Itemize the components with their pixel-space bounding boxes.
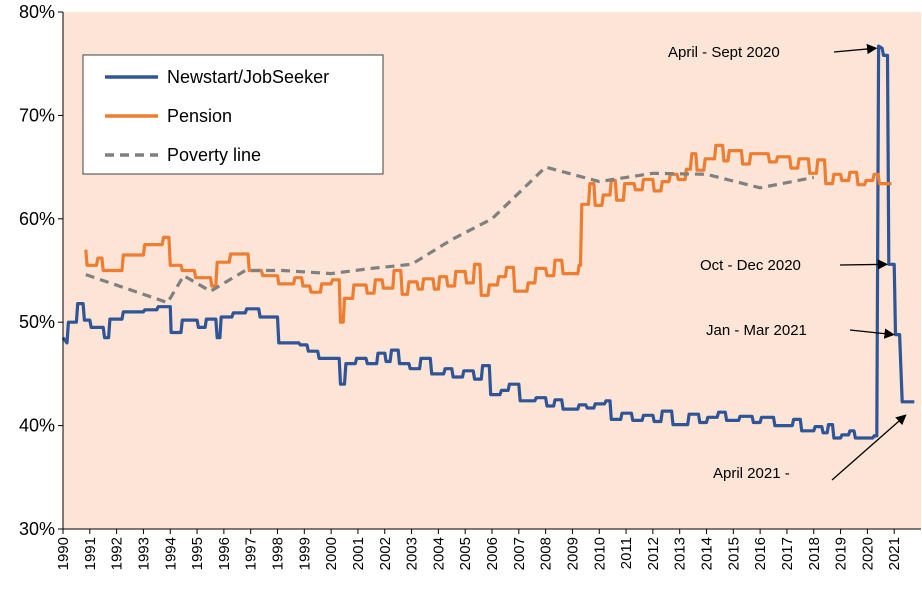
x-tick-label: 2015 xyxy=(725,537,742,570)
x-tick-label: 2007 xyxy=(511,537,528,570)
annotation-april-2021-label: April 2021 - xyxy=(713,465,790,482)
x-tick-label: 1999 xyxy=(296,537,313,570)
x-tick-label: 1993 xyxy=(135,537,152,570)
x-tick-label: 1997 xyxy=(243,537,260,570)
annotation-jan-mar-2021-label: Jan - Mar 2021 xyxy=(706,322,807,339)
y-axis-ticks: 30% 40% 50% 60% 70% 80% xyxy=(19,2,63,539)
annotations-layer: April - Sept 2020 Oct - Dec 2020 Jan - Mar… xyxy=(668,43,907,482)
x-tick-label: 2013 xyxy=(672,537,689,570)
x-tick-label: 1998 xyxy=(270,537,287,570)
y-tick-label: 80% xyxy=(19,2,55,22)
x-tick-label: 2008 xyxy=(538,537,555,570)
x-tick-label: 2012 xyxy=(645,537,662,570)
x-tick-label: 2000 xyxy=(323,537,340,570)
legend-label-poverty: Poverty line xyxy=(167,145,261,165)
x-tick-label: 2006 xyxy=(484,537,501,570)
x-tick-label: 2003 xyxy=(404,537,421,570)
series-line-newstart-jobseeker xyxy=(61,44,915,440)
x-tick-label: 2005 xyxy=(457,537,474,570)
x-tick-label: 1990 xyxy=(55,537,72,570)
x-tick-label: 1991 xyxy=(82,537,99,570)
annotation-jan-mar-2021-arrow xyxy=(849,328,895,339)
x-axis-ticks: 1990 1991 1992 1993 1994 1995 1996 1997 1998 1999… xyxy=(55,529,903,570)
x-tick-label: 2017 xyxy=(779,537,796,570)
legend: Newstart/JobSeeker Pension Poverty line xyxy=(82,54,384,175)
series-line-poverty-line xyxy=(85,165,815,305)
annotation-april-2021-arrow xyxy=(831,414,907,481)
y-tick-label: 40% xyxy=(19,416,55,436)
annotation-april-sept-2020-arrow xyxy=(833,43,878,55)
x-tick-label: 1995 xyxy=(189,537,206,570)
y-tick-label: 50% xyxy=(19,312,55,332)
x-tick-label: 2020 xyxy=(859,537,876,570)
x-tick-label: 1994 xyxy=(162,537,179,570)
x-tick-label: 2016 xyxy=(752,537,769,570)
y-tick-label: 70% xyxy=(19,105,55,125)
annotation-oct-dec-2020-label: Oct - Dec 2020 xyxy=(700,257,801,274)
legend-label-pension: Pension xyxy=(167,106,232,126)
legend-label-newstart: Newstart/JobSeeker xyxy=(167,67,329,87)
annotation-oct-dec-2020-arrow xyxy=(839,259,889,270)
x-tick-label: 2010 xyxy=(591,537,608,570)
y-tick-label: 60% xyxy=(19,209,55,229)
x-tick-label: 2009 xyxy=(564,537,581,570)
x-tick-label: 2019 xyxy=(833,537,850,570)
x-tick-label: 2004 xyxy=(430,537,447,570)
annotation-april-sept-2020-label: April - Sept 2020 xyxy=(668,44,780,61)
x-tick-label: 2002 xyxy=(377,537,394,570)
y-tick-label: 30% xyxy=(19,519,55,539)
x-tick-label: 2011 xyxy=(618,537,635,569)
series-layer xyxy=(61,44,915,440)
x-tick-label: 2018 xyxy=(806,537,823,570)
series-line-pension xyxy=(84,143,892,324)
x-tick-label: 2014 xyxy=(699,537,716,570)
x-tick-label: 2001 xyxy=(350,537,367,570)
x-tick-label: 1992 xyxy=(109,537,126,570)
x-tick-label: 1996 xyxy=(216,537,233,570)
x-tick-label: 2021 xyxy=(886,537,903,570)
